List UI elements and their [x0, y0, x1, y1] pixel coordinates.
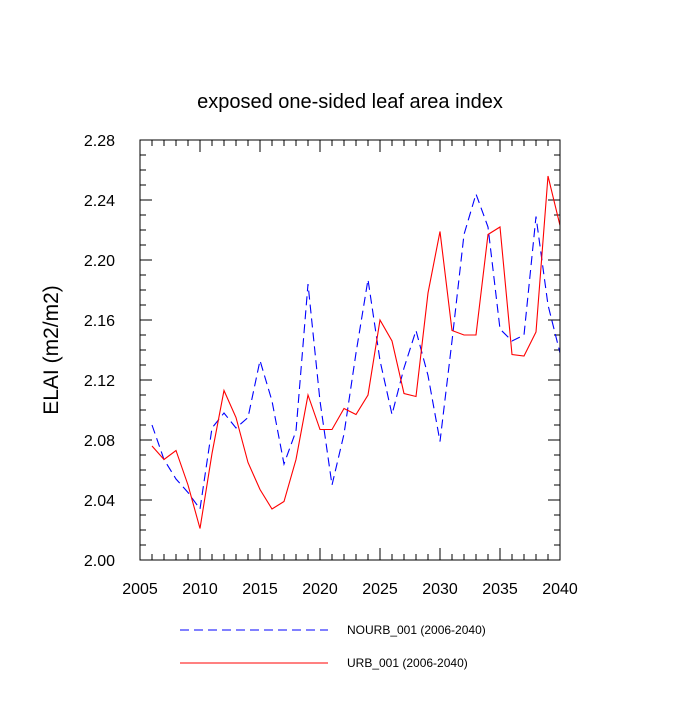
x-tick-label: 2005 — [122, 581, 158, 598]
x-tick-label: 2040 — [542, 581, 578, 598]
legend-label-nourb: NOURB_001 (2006-2040) — [347, 623, 486, 637]
y-axis-label: ELAI (m2/m2) — [40, 285, 63, 415]
y-tick-label: 2.28 — [84, 133, 115, 150]
y-tick-label: 2.04 — [84, 493, 115, 510]
x-tick-label: 2025 — [362, 581, 398, 598]
legend-label-urb: URB_001 (2006-2040) — [347, 656, 468, 670]
chart-title: exposed one-sided leaf area index — [197, 91, 503, 113]
series-line-urb — [151, 175, 561, 529]
legend: NOURB_001 (2006-2040) URB_001 (2006-2040) — [180, 623, 486, 670]
x-tick-label: 2020 — [302, 581, 338, 598]
y-tick-label: 2.08 — [84, 433, 115, 450]
y-tick-label: 2.24 — [84, 193, 115, 210]
x-tick-label: 2035 — [482, 581, 518, 598]
axis-ticks — [139, 139, 561, 561]
y-tick-label: 2.12 — [84, 373, 115, 390]
x-tick-label: 2010 — [182, 581, 218, 598]
x-tick-label: 2030 — [422, 581, 458, 598]
y-tick-label: 2.20 — [84, 253, 115, 270]
plot-series — [151, 175, 561, 529]
y-tick-label: 2.00 — [84, 553, 115, 570]
series-line-nourb — [151, 192, 561, 511]
plot-frame — [139, 139, 561, 561]
tick-labels: 2005 2010 2015 2020 2025 2030 2035 2040 2.00 2.04… — [84, 133, 578, 598]
y-tick-label: 2.16 — [84, 313, 115, 330]
x-tick-label: 2015 — [242, 581, 278, 598]
